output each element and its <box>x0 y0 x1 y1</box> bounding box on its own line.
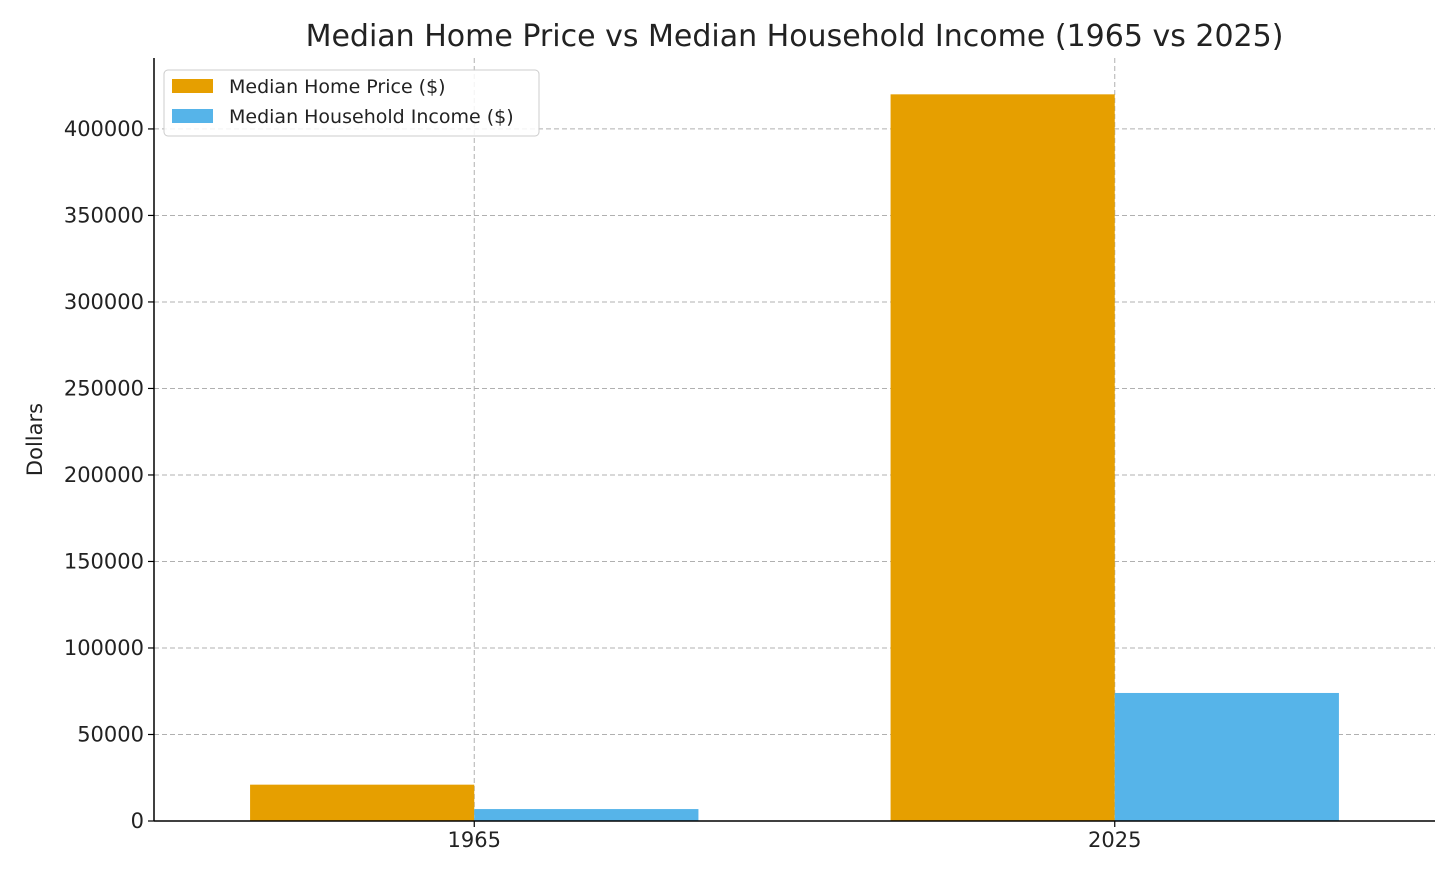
bar-home-price-1965 <box>250 784 475 821</box>
bars <box>250 94 1339 822</box>
y-tick-label: 250000 <box>64 376 144 400</box>
x-ticks: 1965 2025 <box>448 821 1141 852</box>
y-tick-label: 400000 <box>64 117 144 141</box>
bar-household-income-1965 <box>474 809 699 821</box>
bar-household-income-2025 <box>1114 692 1339 821</box>
y-axis-title: Dollars <box>23 403 47 476</box>
x-tick-label: 2025 <box>1088 828 1141 852</box>
y-tick-label: 200000 <box>64 463 144 487</box>
y-tick-label: 50000 <box>77 722 144 746</box>
legend: Median Home Price ($) Median Household In… <box>163 69 540 137</box>
x-tick-label: 1965 <box>448 828 501 852</box>
y-tick-label: 300000 <box>64 290 144 314</box>
legend-swatch-home-price <box>172 79 213 93</box>
legend-items: Median Home Price ($) Median Household In… <box>172 76 514 128</box>
bar-home-price-2025 <box>890 94 1115 822</box>
axes <box>153 58 1435 822</box>
y-tick-label: 100000 <box>64 636 144 660</box>
legend-box <box>163 69 540 137</box>
legend-label-home-price: Median Home Price ($) <box>229 76 446 98</box>
chart-title: Median Home Price vs Median Household In… <box>306 19 1284 54</box>
legend-label-household-income: Median Household Income ($) <box>229 106 514 128</box>
y-tick-label: 0 <box>131 809 144 833</box>
legend-swatch-household-income <box>172 109 213 123</box>
y-tick-label: 350000 <box>64 203 144 227</box>
y-ticks: 0 50000 100000 150000 200000 250000 300000 3500… <box>64 117 154 833</box>
grid-lines <box>154 58 1435 821</box>
y-tick-label: 150000 <box>64 549 144 573</box>
